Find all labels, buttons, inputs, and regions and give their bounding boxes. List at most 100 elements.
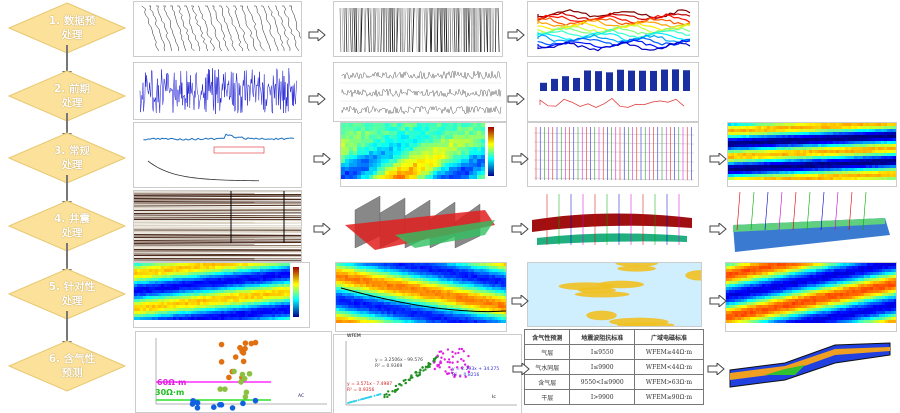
table-cell: WFEM>63Ω·m	[633, 374, 705, 390]
step-diamond-6: 6. 含气性 预测	[8, 340, 126, 392]
eq-green-text: y = 3.2506x - 99.576	[375, 358, 423, 363]
bar-chart-panel	[527, 62, 699, 122]
model-graphic	[729, 342, 891, 388]
gas-graphic	[528, 263, 701, 326]
resistivity-crossplot-panel	[135, 331, 332, 413]
table-cell: WFEM≥90Ω·m	[633, 389, 705, 405]
heat3-graphic	[336, 263, 506, 323]
right-arrow-icon	[313, 150, 331, 167]
right-arrow-icon	[308, 26, 326, 43]
r2-green-text: R² = 0.9369	[375, 363, 403, 369]
spectrum-graphic	[537, 9, 691, 52]
step-diamond-3: 3. 常规处理	[8, 132, 126, 184]
horizon-graphic	[532, 194, 692, 245]
step-label-line2: 处理	[61, 159, 83, 171]
heat-graphic	[341, 123, 494, 179]
right-arrow-icon	[709, 220, 727, 237]
step-label-line1: 5. 针对性	[48, 281, 96, 293]
crossplot-xlabel: AC	[298, 394, 305, 399]
decay-curve-panel	[133, 122, 302, 188]
right-arrow-icon	[707, 360, 725, 377]
blue-noise-panel	[133, 62, 302, 120]
down-arrow-icon	[62, 45, 72, 78]
diamond-shape	[8, 340, 126, 392]
final-section-panel	[725, 262, 897, 332]
noise-graphic	[139, 67, 297, 115]
table-cell: 9550<I≤9900	[569, 374, 635, 390]
eq-blue: y = 2.293x + 34.275 R² = 0.8216	[452, 367, 499, 378]
3d-horizons-panel	[527, 190, 700, 255]
cross-graphic	[155, 338, 327, 411]
targeted-section-small-panel	[133, 262, 310, 328]
right-arrow-icon	[313, 220, 331, 237]
table-cell: I≤9550	[569, 344, 635, 360]
decay-graphic	[143, 133, 295, 182]
3d-volume-panel	[725, 190, 895, 255]
table-row: 气水同层 I≤9900 WFEM<44Ω·m	[523, 359, 705, 375]
eq-red: y = 3.571x - 7.4987 R² = 0.9356	[347, 382, 392, 393]
eq-blue-text: y = 2.293x + 34.275	[452, 367, 500, 372]
right-arrow-icon	[507, 90, 525, 107]
down-arrow-icon	[62, 175, 72, 208]
resistivity-section-panel	[340, 122, 507, 187]
seis-graphic	[134, 191, 301, 261]
layers-graphic	[728, 123, 896, 180]
down-arrow-icon	[62, 243, 72, 276]
line-label-30: 30Ω·m	[155, 388, 185, 397]
step-label-line2: 处理	[61, 97, 83, 109]
r2-red-text: R² = 0.9356	[347, 387, 375, 393]
heat4-graphic	[726, 263, 896, 323]
right-arrow-icon	[511, 220, 529, 237]
step-label-line1: 3. 常规	[54, 145, 90, 157]
seismic-well-panel	[133, 190, 302, 262]
fence-graphic	[345, 195, 495, 250]
seismic-traces-panel	[333, 1, 503, 57]
step-label-line1: 4. 井震	[54, 213, 90, 225]
table-header: 广域电磁标准	[633, 329, 705, 345]
regr-graphic	[345, 341, 517, 406]
step-diamond-1: 1. 数据预 处理	[8, 2, 126, 54]
wiggle-graphic	[141, 5, 301, 52]
r2-blue-text: R² = 0.8216	[452, 372, 480, 378]
step-label-line1: 1. 数据预	[48, 15, 96, 27]
step-diamond-2: 2. 前期处理	[8, 70, 126, 122]
targeted-section-zoom-panel	[335, 262, 507, 332]
right-arrow-icon	[511, 292, 529, 309]
table-cell: I>9900	[569, 389, 635, 405]
table-row: 气层 I≤9550 WFEM≥44Ω·m	[523, 344, 705, 360]
step-label-line2: 预测	[61, 367, 83, 379]
step-label-line1: 6. 含气性	[48, 353, 96, 365]
right-arrow-icon	[507, 26, 525, 43]
step-label-line1: 2. 前期	[54, 83, 90, 95]
eq-green: y = 3.2506x - 99.576 R² = 0.9369	[375, 358, 423, 369]
em-curves-panel	[333, 62, 507, 122]
heat2-graphic	[134, 263, 299, 320]
gas-prediction-3d-panel	[725, 335, 895, 390]
layered-section-panel	[727, 122, 897, 187]
step-label-line2: 处理	[61, 227, 83, 239]
right-arrow-icon	[709, 292, 727, 309]
table-row: 含气层 9550<I≤9900 WFEM>63Ω·m	[523, 374, 705, 390]
gas-zone-section-panel	[527, 262, 702, 327]
bars-graphic	[539, 69, 690, 108]
table-cell: WFEM≥44Ω·m	[633, 344, 705, 360]
table-header-row: 含气性预测 地震波阻抗标准 广域电磁标准	[523, 329, 705, 345]
volume-graphic	[733, 191, 890, 252]
regression-xlabel: Ic	[492, 395, 496, 400]
right-arrow-icon	[308, 90, 326, 107]
curves-graphic	[340, 70, 502, 119]
down-arrow-icon	[62, 311, 72, 348]
right-arrow-icon	[709, 150, 727, 167]
well-section-panel	[527, 122, 699, 187]
right-arrow-icon	[511, 150, 529, 167]
table-cell: WFEM<44Ω·m	[633, 359, 705, 375]
table-cell: 含气层	[523, 374, 571, 390]
regression-plot-panel	[333, 334, 522, 413]
eq-red-text: y = 3.571x - 7.4987	[347, 382, 393, 387]
amplitude-spectrum-panel	[527, 1, 699, 57]
right-arrow-icon	[512, 360, 530, 377]
line-label-60: 60Ω·m	[157, 378, 187, 387]
step-diamond-5: 5. 针对性 处理	[8, 268, 126, 320]
table-cell: I≤9900	[569, 359, 635, 375]
